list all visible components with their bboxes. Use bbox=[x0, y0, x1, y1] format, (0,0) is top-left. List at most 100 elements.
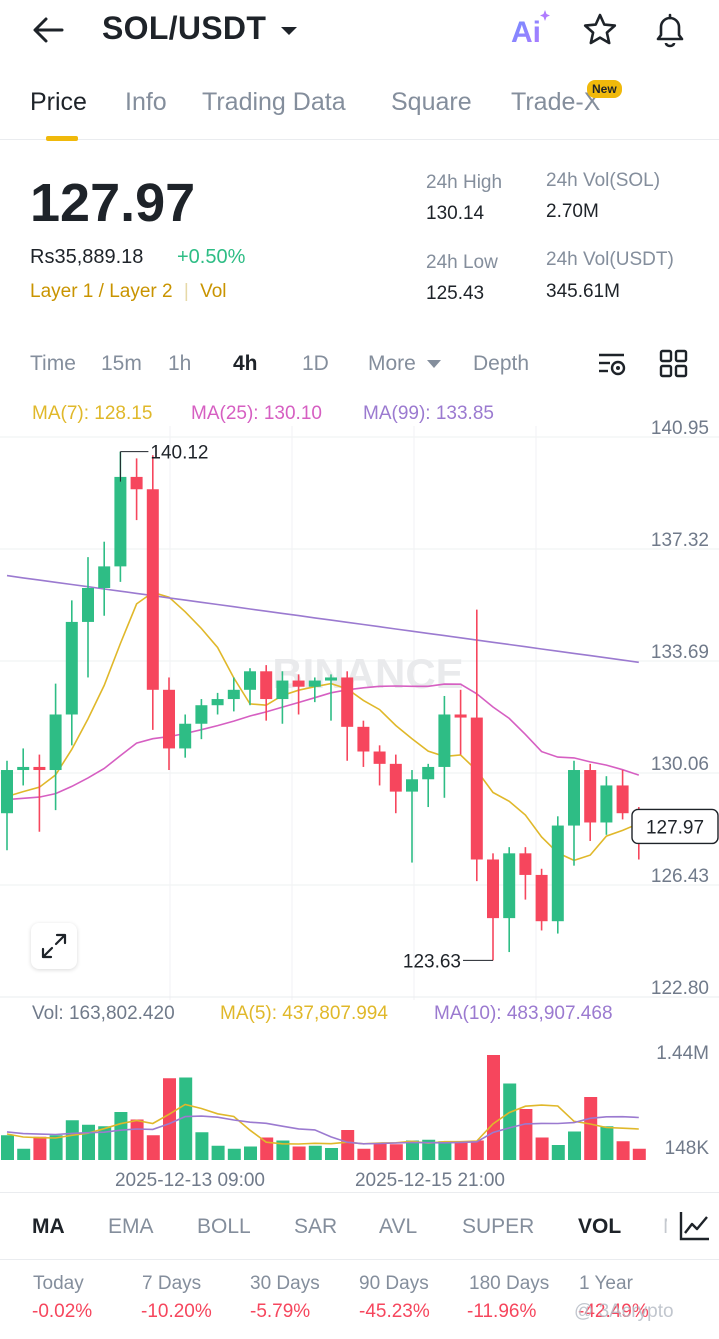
chart-settings-button[interactable] bbox=[596, 348, 628, 385]
candle bbox=[276, 671, 289, 724]
candle-body bbox=[600, 785, 613, 823]
volume-bar bbox=[260, 1137, 274, 1160]
candle bbox=[454, 689, 467, 755]
alert-button[interactable] bbox=[650, 10, 690, 50]
tf-depth[interactable]: Depth bbox=[473, 352, 530, 375]
tf-more-label: More bbox=[368, 352, 416, 375]
candle bbox=[389, 754, 402, 814]
ind-boll[interactable]: BOLL bbox=[197, 1215, 251, 1238]
volume-bar bbox=[503, 1083, 517, 1160]
ind-sar[interactable]: SAR bbox=[294, 1215, 338, 1238]
star-icon bbox=[583, 13, 617, 45]
candle-body bbox=[82, 587, 94, 622]
ind-ma[interactable]: MA bbox=[32, 1215, 65, 1238]
volume-bar bbox=[130, 1119, 144, 1160]
back-button[interactable] bbox=[30, 14, 70, 46]
tf-15m[interactable]: 15m bbox=[101, 352, 142, 375]
ind-super[interactable]: SUPER bbox=[462, 1215, 535, 1238]
candle-body bbox=[406, 779, 418, 792]
volume-bar bbox=[535, 1137, 549, 1160]
ma99-legend: MA(99): 133.85 bbox=[363, 403, 494, 424]
vol-ma10-line bbox=[6, 1115, 639, 1145]
candle-body bbox=[49, 714, 62, 771]
candle bbox=[98, 541, 111, 616]
candle-body bbox=[470, 717, 483, 860]
tab-trade-x[interactable]: Trade-X bbox=[511, 88, 601, 116]
candle bbox=[519, 847, 532, 900]
vol-tag: Vol bbox=[200, 281, 227, 302]
candle-body bbox=[163, 689, 175, 749]
perf-value-90d: -45.23% bbox=[359, 1301, 430, 1322]
ma7-legend: MA(7): 128.15 bbox=[32, 403, 153, 424]
perf-value-today: -0.02% bbox=[32, 1301, 93, 1322]
bell-icon bbox=[656, 13, 684, 48]
volume-bar bbox=[406, 1140, 419, 1160]
volume-bar bbox=[114, 1112, 128, 1160]
candle-body bbox=[33, 766, 46, 771]
caret-down-icon bbox=[281, 26, 298, 35]
chart-settings-icon bbox=[599, 353, 626, 376]
ai-icon: Ai bbox=[511, 10, 550, 49]
perf-label-7d: 7 Days bbox=[142, 1273, 202, 1294]
candle-body bbox=[260, 671, 273, 700]
candle bbox=[568, 760, 580, 866]
candle bbox=[211, 692, 224, 715]
volume-bar bbox=[179, 1077, 193, 1160]
candle-body bbox=[487, 859, 499, 919]
ind-vol[interactable]: VOL bbox=[578, 1215, 622, 1238]
price-chart[interactable]: BINANCE 140.95137.32133.69130.06126.4312… bbox=[0, 395, 719, 1000]
candle bbox=[308, 677, 321, 703]
candle bbox=[227, 677, 240, 712]
y-tick-label: 130.06 bbox=[651, 754, 709, 775]
candle bbox=[195, 699, 208, 740]
perf-value-7d: -10.20% bbox=[141, 1301, 212, 1322]
pair-selector[interactable]: SOL/USDT bbox=[102, 10, 299, 47]
candle bbox=[357, 720, 370, 767]
tab-trading-data[interactable]: Trading Data bbox=[202, 88, 346, 116]
candle-body bbox=[341, 677, 354, 727]
fiat-price: Rs35,889.18 bbox=[30, 246, 144, 268]
high-label: 24h High bbox=[426, 172, 503, 193]
tab-square[interactable]: Square bbox=[391, 88, 472, 116]
candle bbox=[17, 748, 30, 786]
layout-button[interactable] bbox=[658, 348, 690, 385]
perf-value-30d: -5.79% bbox=[250, 1301, 311, 1322]
low-value: 125.43 bbox=[426, 283, 485, 304]
indicator-chart-button[interactable] bbox=[667, 1206, 719, 1246]
y-tick-label: 137.32 bbox=[651, 530, 709, 551]
tf-4h[interactable]: 4h bbox=[233, 352, 258, 375]
favorite-button[interactable] bbox=[582, 12, 618, 48]
tf-1h[interactable]: 1h bbox=[168, 352, 192, 375]
volume-bar bbox=[325, 1148, 338, 1160]
candle bbox=[260, 665, 273, 721]
candle bbox=[130, 458, 143, 521]
ind-ema[interactable]: EMA bbox=[108, 1215, 154, 1238]
candle bbox=[325, 674, 337, 721]
vol-usdt-value: 345.61M bbox=[546, 281, 620, 302]
volume-chart[interactable]: 1.44M 148K 2025-12-13 09:00 2025-12-15 21:… bbox=[0, 1030, 719, 1195]
tab-info[interactable]: Info bbox=[125, 88, 167, 116]
candle bbox=[406, 770, 418, 863]
tf-time[interactable]: Time bbox=[30, 352, 76, 375]
candle-body bbox=[98, 566, 111, 588]
vol-ma5-line bbox=[6, 1103, 639, 1145]
volume-bar bbox=[33, 1136, 47, 1160]
ma7-line bbox=[6, 591, 640, 862]
perf-label-30d: 30 Days bbox=[250, 1273, 320, 1294]
candle-body bbox=[551, 825, 564, 922]
volume-bar bbox=[308, 1145, 322, 1160]
ind-avl[interactable]: AVL bbox=[379, 1215, 418, 1238]
x-tick-label: 2025-12-13 09:00 bbox=[115, 1170, 265, 1191]
candle-body bbox=[244, 671, 256, 690]
tab-price[interactable]: Price bbox=[30, 88, 87, 116]
fullscreen-button[interactable] bbox=[31, 923, 77, 969]
ma25-line bbox=[6, 683, 640, 801]
tf-1d[interactable]: 1D bbox=[302, 352, 329, 375]
x-tick-label: 2025-12-15 21:00 bbox=[355, 1170, 505, 1191]
category-tags[interactable]: Layer 1 / Layer 2 | Vol bbox=[30, 281, 227, 303]
tf-more[interactable]: More bbox=[368, 352, 442, 376]
candle-body bbox=[1, 770, 13, 814]
ai-button[interactable]: Ai bbox=[510, 8, 554, 49]
volume-bar bbox=[1, 1135, 14, 1160]
volume-bar bbox=[211, 1145, 225, 1160]
